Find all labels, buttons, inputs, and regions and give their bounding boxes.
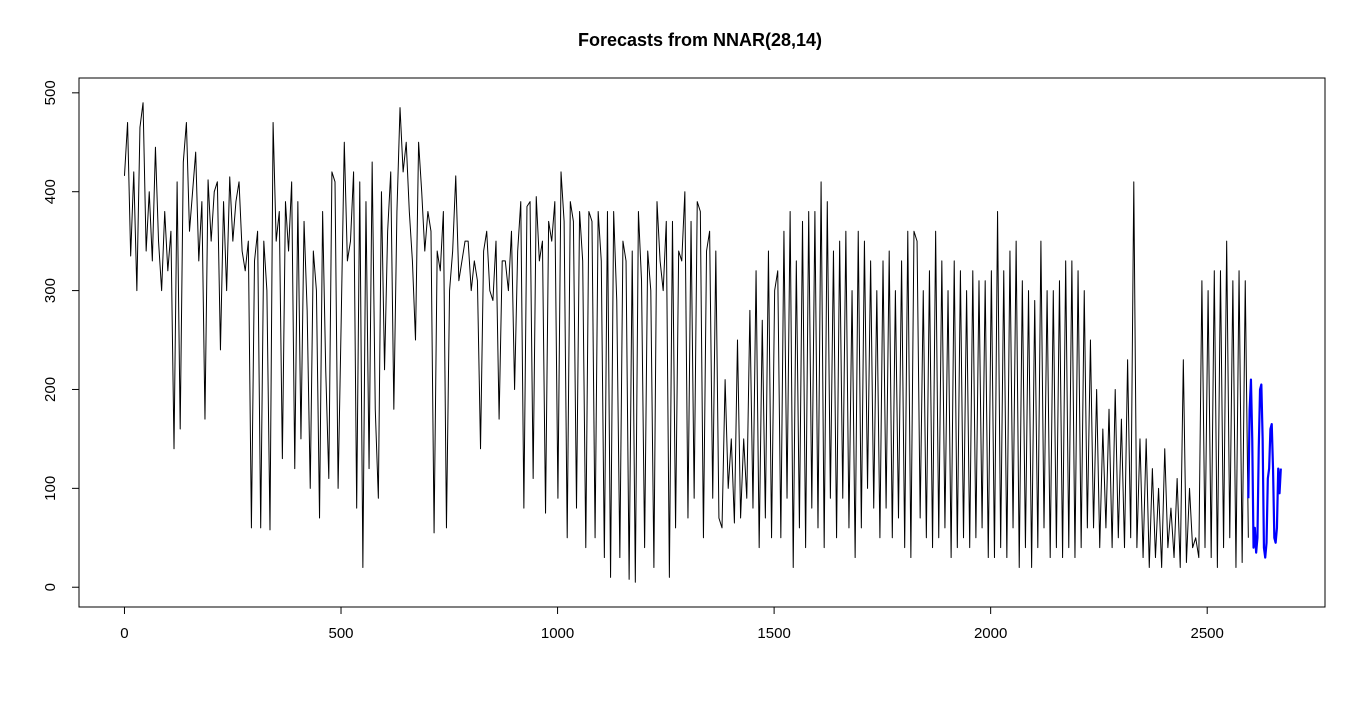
x-tick-label: 1500 (757, 625, 790, 642)
x-axis: 0 500 1000 1500 2000 2500 (120, 606, 1224, 642)
x-tick-label: 2000 (974, 625, 1007, 642)
y-axis: 0 100 200 300 400 500 (42, 80, 80, 591)
x-tick-label: 0 (120, 625, 128, 642)
forecast-series-line (1247, 378, 1282, 559)
y-tick-label: 300 (42, 278, 59, 303)
chart-title: Forecasts from NNAR(28,14) (577, 30, 823, 50)
y-tick-label: 400 (42, 179, 59, 204)
x-tick-label: 2500 (1191, 625, 1224, 642)
y-tick-label: 500 (42, 80, 59, 105)
y-tick-label: 100 (42, 476, 59, 501)
y-tick-label: 0 (42, 583, 59, 591)
y-tick-label: 200 (42, 377, 59, 402)
x-tick-label: 1000 (541, 625, 574, 642)
observed-series-line (123, 102, 1249, 583)
series-layer (123, 102, 1282, 583)
x-tick-label: 500 (329, 625, 354, 642)
